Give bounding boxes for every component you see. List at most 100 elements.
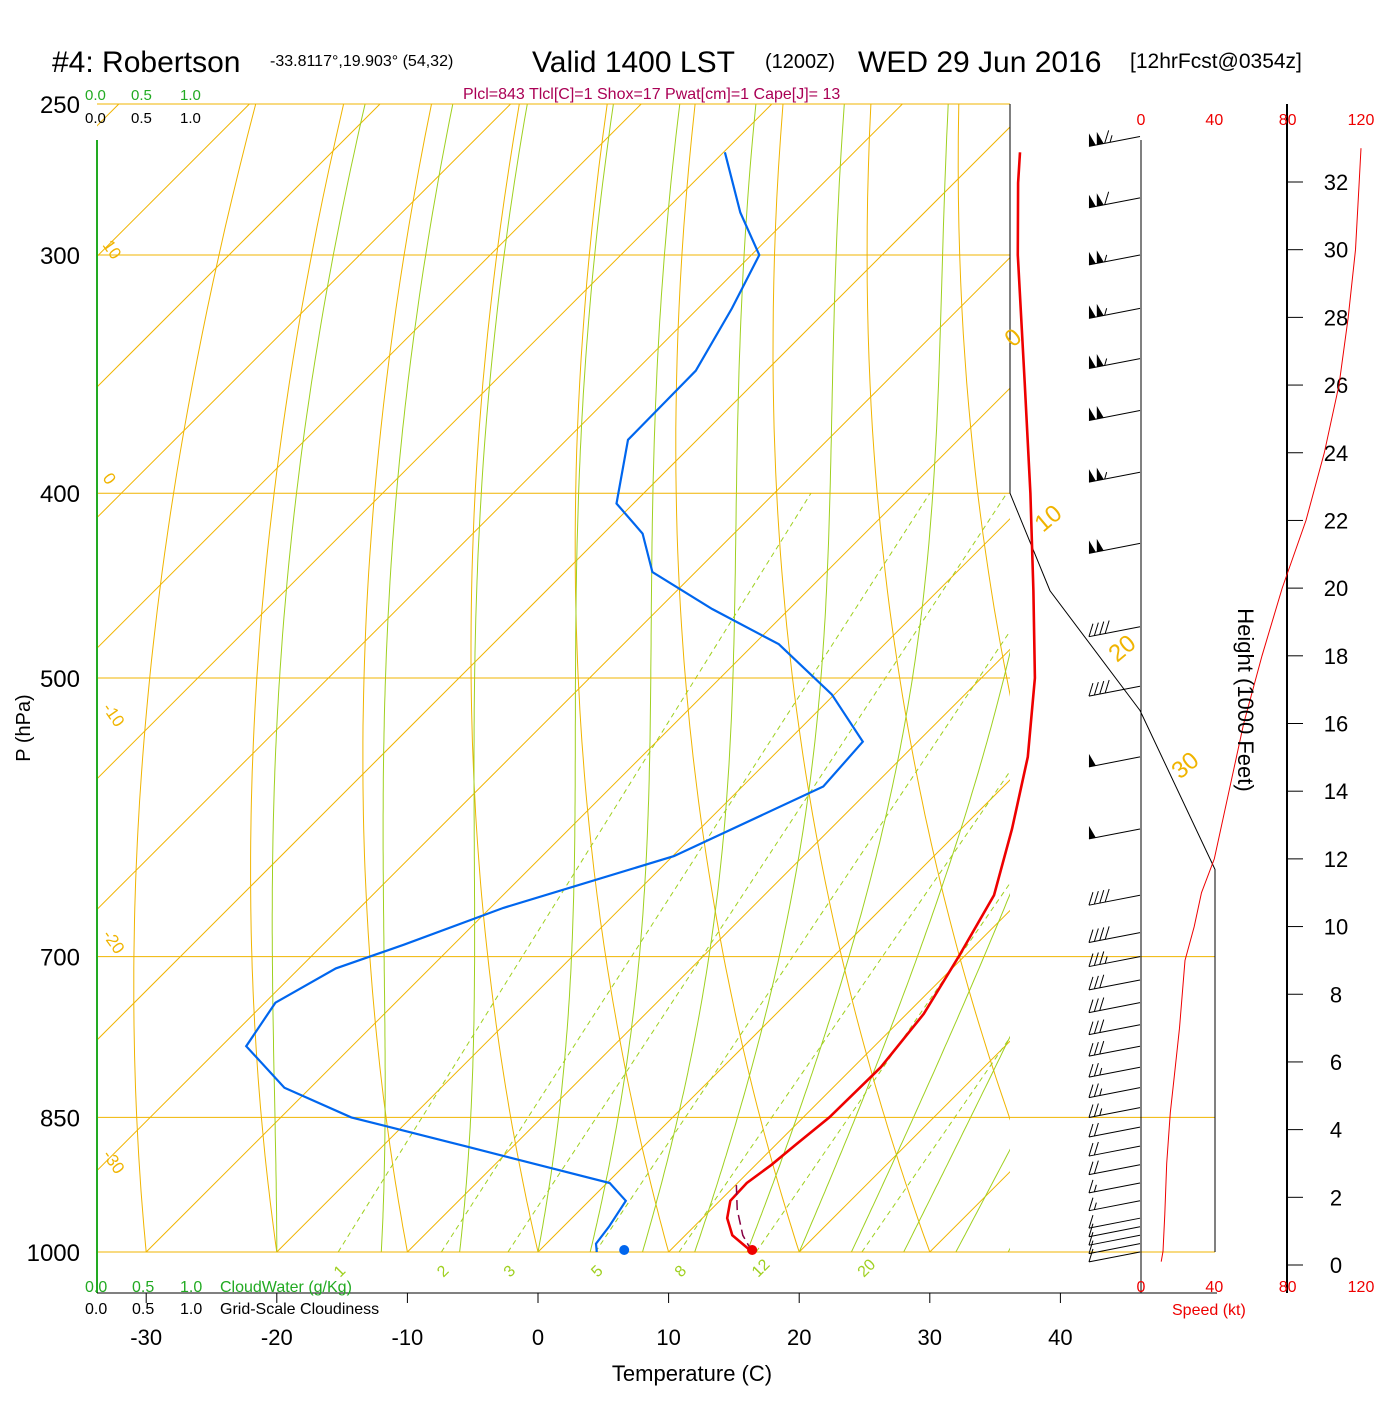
isotherm-label: 20 (1104, 630, 1142, 668)
dewpoint-line (246, 152, 863, 1252)
wind-barb (1089, 754, 1140, 767)
wind-barb (1089, 1161, 1140, 1175)
speed-tick-top: 80 (1279, 112, 1297, 129)
pressure-tick-label: 400 (40, 481, 80, 508)
barb-staff (1089, 359, 1140, 369)
height-tick-label: 14 (1324, 779, 1348, 804)
wind-barb (1089, 975, 1140, 990)
barb-flag (1094, 682, 1098, 695)
barb-flag (1094, 1084, 1098, 1097)
barb-flag (1094, 999, 1098, 1012)
barb-pennant (1097, 304, 1104, 317)
x-axis-title: Temperature (C) (612, 1361, 772, 1386)
wind-barb (1089, 1232, 1140, 1245)
height-tick-label: 24 (1324, 441, 1348, 466)
valid-time: Valid 1400 LST (532, 46, 735, 79)
barb-half-flag (1094, 1203, 1096, 1210)
barb-pennant (1097, 468, 1104, 481)
mixing-ratio-label: 12 (749, 1256, 774, 1281)
cloudwater-tick-top: 0.5 (131, 87, 152, 104)
wind-panel-outline (1010, 104, 1215, 1252)
wind-barb (1089, 130, 1140, 146)
wind-barb (1089, 826, 1140, 839)
barb-half-flag (1105, 956, 1107, 963)
barb-pennant (1089, 133, 1096, 146)
barb-flag (1100, 622, 1104, 635)
wind-barb (1089, 539, 1140, 554)
height-tick-label: 30 (1324, 238, 1348, 263)
wind-barb (1089, 1198, 1140, 1211)
barb-flag (1094, 953, 1098, 966)
wind-barb (1089, 1063, 1140, 1077)
wind-barb (1089, 1123, 1140, 1137)
barb-half-flag (1100, 1108, 1102, 1115)
pressure-tick-label: 300 (40, 243, 80, 270)
barb-flag (1094, 976, 1098, 989)
height-tick-label: 22 (1324, 508, 1348, 533)
barb-pennant (1089, 540, 1096, 553)
barb-staff (1089, 1227, 1140, 1237)
barb-flag (1089, 1143, 1093, 1156)
barb-flag (1089, 892, 1093, 905)
pressure-tick-label: 850 (40, 1105, 80, 1132)
barb-staff (1089, 543, 1140, 553)
x-tick-label: 0 (532, 1325, 544, 1350)
mixing-ratio-label: 2 (434, 1262, 452, 1280)
barb-pennant (1097, 354, 1104, 367)
barb-flag (1089, 1162, 1093, 1175)
barb-flag (1094, 623, 1098, 636)
speed-tick-top: 0 (1137, 112, 1146, 129)
forecast-info: [12hrFcst@0354z] (1130, 50, 1302, 73)
cloudiness-tick-bottom: 1.0 (180, 1301, 202, 1318)
barb-pennant (1097, 250, 1104, 263)
barb-flag (1089, 930, 1093, 943)
barb-staff (1089, 1252, 1140, 1262)
cloudwater-tick-bottom: 0.0 (85, 1279, 107, 1296)
barb-flag (1100, 997, 1104, 1010)
valid-date: WED 29 Jun 2016 (858, 46, 1101, 79)
barb-flag (1094, 1042, 1098, 1055)
mixing-ratio-label: 20 (855, 1256, 880, 1281)
height-tick-label: 18 (1324, 644, 1348, 669)
height-tick-label: 12 (1324, 847, 1348, 872)
barb-flag (1089, 624, 1093, 637)
wind-barb (1089, 354, 1140, 369)
x-tick-label: -10 (392, 1325, 424, 1350)
barb-half-flag (1105, 472, 1107, 479)
left-isotherm-label: -10 (99, 699, 129, 730)
height-tick-label: 6 (1330, 1050, 1342, 1075)
barb-pennant (1089, 305, 1096, 318)
barb-flag (1094, 891, 1098, 904)
barb-staff (1089, 472, 1140, 482)
wind-barb (1089, 406, 1140, 421)
barb-staff (1089, 198, 1140, 208)
cloudwater-tick-bottom: 1.0 (180, 1279, 202, 1296)
barb-pennant (1089, 469, 1096, 482)
pressure-tick-label: 250 (40, 92, 80, 119)
barb-flag (1089, 1064, 1093, 1077)
barb-flag (1094, 1063, 1098, 1076)
barb-staff (1089, 1183, 1140, 1193)
cloudiness-tick-bottom: 0.5 (132, 1301, 154, 1318)
height-tick-label: 8 (1330, 982, 1342, 1007)
barb-flag (1105, 130, 1109, 143)
barb-pennant (1089, 195, 1096, 208)
wind-barb (1089, 192, 1140, 208)
barb-flag (1094, 1123, 1098, 1136)
barb-half-flag (1105, 255, 1107, 262)
barb-pennant (1089, 407, 1096, 420)
barb-flag (1100, 1020, 1104, 1033)
station-coords: -33.8117°,19.903° (54,32) (270, 53, 453, 70)
barb-flag (1094, 1142, 1098, 1155)
cloudiness-label: Grid-Scale Cloudiness (220, 1301, 379, 1318)
moist-adiabat (956, 104, 1400, 1252)
isotherm-label: 10 (1030, 500, 1068, 538)
barb-pennant (1097, 132, 1104, 145)
mixing-ratio-line (756, 493, 1278, 1252)
barb-staff (1089, 757, 1140, 767)
wind-barb (1089, 1103, 1140, 1117)
speed-tick-top: 40 (1205, 112, 1223, 129)
